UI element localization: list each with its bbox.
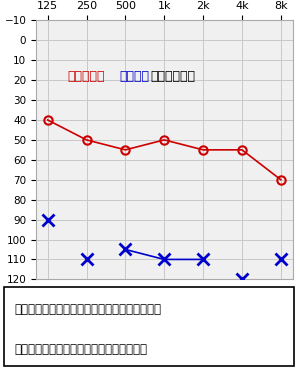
- Text: のグラフです: のグラフです: [151, 70, 196, 83]
- Text: 左耳は青: 左耳は青: [120, 70, 150, 83]
- Text: 上記のように左側の聴こえが極端に悪い場合、: 上記のように左側の聴こえが極端に悪い場合、: [15, 303, 162, 316]
- Text: 右耳片方での補聴器使用をお勧めします。: 右耳片方での補聴器使用をお勧めします。: [15, 343, 148, 356]
- Text: 右耳は赤・: 右耳は赤・: [67, 70, 105, 83]
